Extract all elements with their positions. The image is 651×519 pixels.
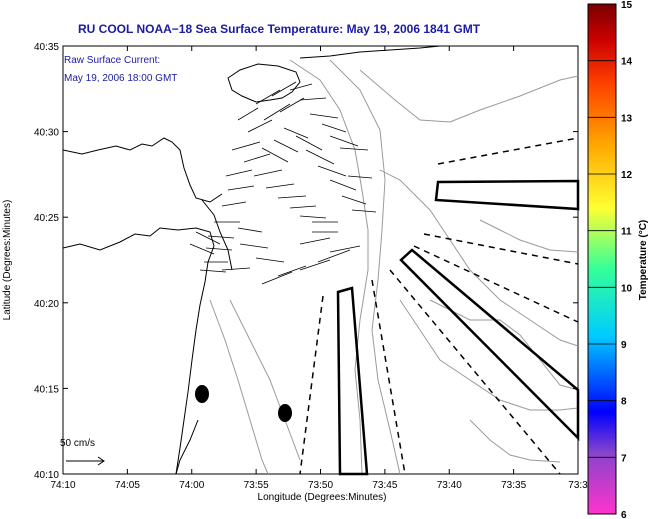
scale-label: 50 cm/s [60, 438, 95, 449]
x-tick-label: 74:05 [115, 480, 140, 491]
x-tick-label: 73:35 [501, 480, 526, 491]
colorbar-tick-label: 8 [621, 397, 627, 408]
map-plot-area: Raw Surface Current: May 19, 2006 18:00 … [60, 45, 580, 476]
bathymetry-contours [209, 59, 579, 475]
transect-box-southeast [399, 248, 580, 442]
colorbar-tick-label: 7 [621, 453, 627, 464]
x-axis-label: Longitude (Degrees:Minutes) [258, 492, 387, 503]
transect-boxes [336, 179, 580, 476]
y-tick-label: 40:25 [34, 213, 59, 224]
map-frame [62, 45, 579, 475]
colorbar-tick-label: 10 [621, 283, 633, 294]
x-tick-label: 73:40 [437, 480, 462, 491]
coastline-south [175, 419, 199, 475]
sandy-hook [201, 199, 233, 271]
coastline-staten [62, 137, 223, 203]
surface-current-vectors [189, 81, 377, 285]
y-tick-label: 40:35 [34, 42, 59, 53]
y-axis-ticks: 40:35 40:30 40:25 40:20 40:15 40:10 [34, 42, 578, 481]
radial-dashed-lines [299, 137, 579, 475]
colorbar-tick-label: 6 [621, 510, 627, 519]
scale-arrow-head [97, 456, 105, 466]
colorbar-tick-label: 14 [621, 57, 633, 68]
y-tick-label: 40:10 [34, 470, 59, 481]
colorbar-tick-label: 13 [621, 113, 633, 124]
map-title: RU COOL NOAA−18 Sea Surface Temperature:… [78, 22, 481, 36]
colorbar-tick-label: 11 [621, 227, 632, 238]
y-tick-label: 40:30 [34, 128, 59, 139]
coastline-nj [62, 227, 215, 475]
transect-box-south [336, 286, 369, 476]
x-tick-label: 74:00 [179, 480, 204, 491]
x-tick-label: 73:55 [244, 480, 269, 491]
y-tick-label: 40:15 [34, 384, 59, 395]
colorbar-tick-label: 15 [621, 0, 633, 11]
colorbar-label: Temperature (°C) [638, 220, 649, 301]
x-axis-ticks: 74:10 74:05 74:00 73:55 73:50 73:45 73:40 73:35… [50, 46, 588, 491]
temperature-colorbar: 15 14 13 12 11 10 9 8 7 6 Temperature (°C) [587, 0, 649, 519]
coastline-brooklyn [227, 63, 301, 103]
current-label: Raw Surface Current: [64, 55, 160, 66]
station-dot-east [278, 404, 292, 422]
colorbar-tick-label: 12 [621, 170, 633, 181]
x-tick-label: 73:45 [372, 480, 397, 491]
y-axis-label: Latitude (Degrees:Minutes) [2, 200, 13, 321]
transect-box-north [434, 179, 580, 211]
colorbar-ticks: 15 14 13 12 11 10 9 8 7 6 [588, 0, 633, 519]
station-dot-west [195, 385, 209, 403]
coastline-long-island [299, 45, 441, 59]
y-tick-label: 40:20 [34, 299, 59, 310]
x-tick-label: 73:3 [568, 480, 588, 491]
colorbar-tick-label: 9 [621, 340, 627, 351]
x-tick-label: 73:50 [308, 480, 333, 491]
colorbar-gradient [587, 3, 617, 515]
current-time: May 19, 2006 18:00 GMT [64, 73, 177, 84]
x-tick-label: 74:10 [50, 480, 75, 491]
